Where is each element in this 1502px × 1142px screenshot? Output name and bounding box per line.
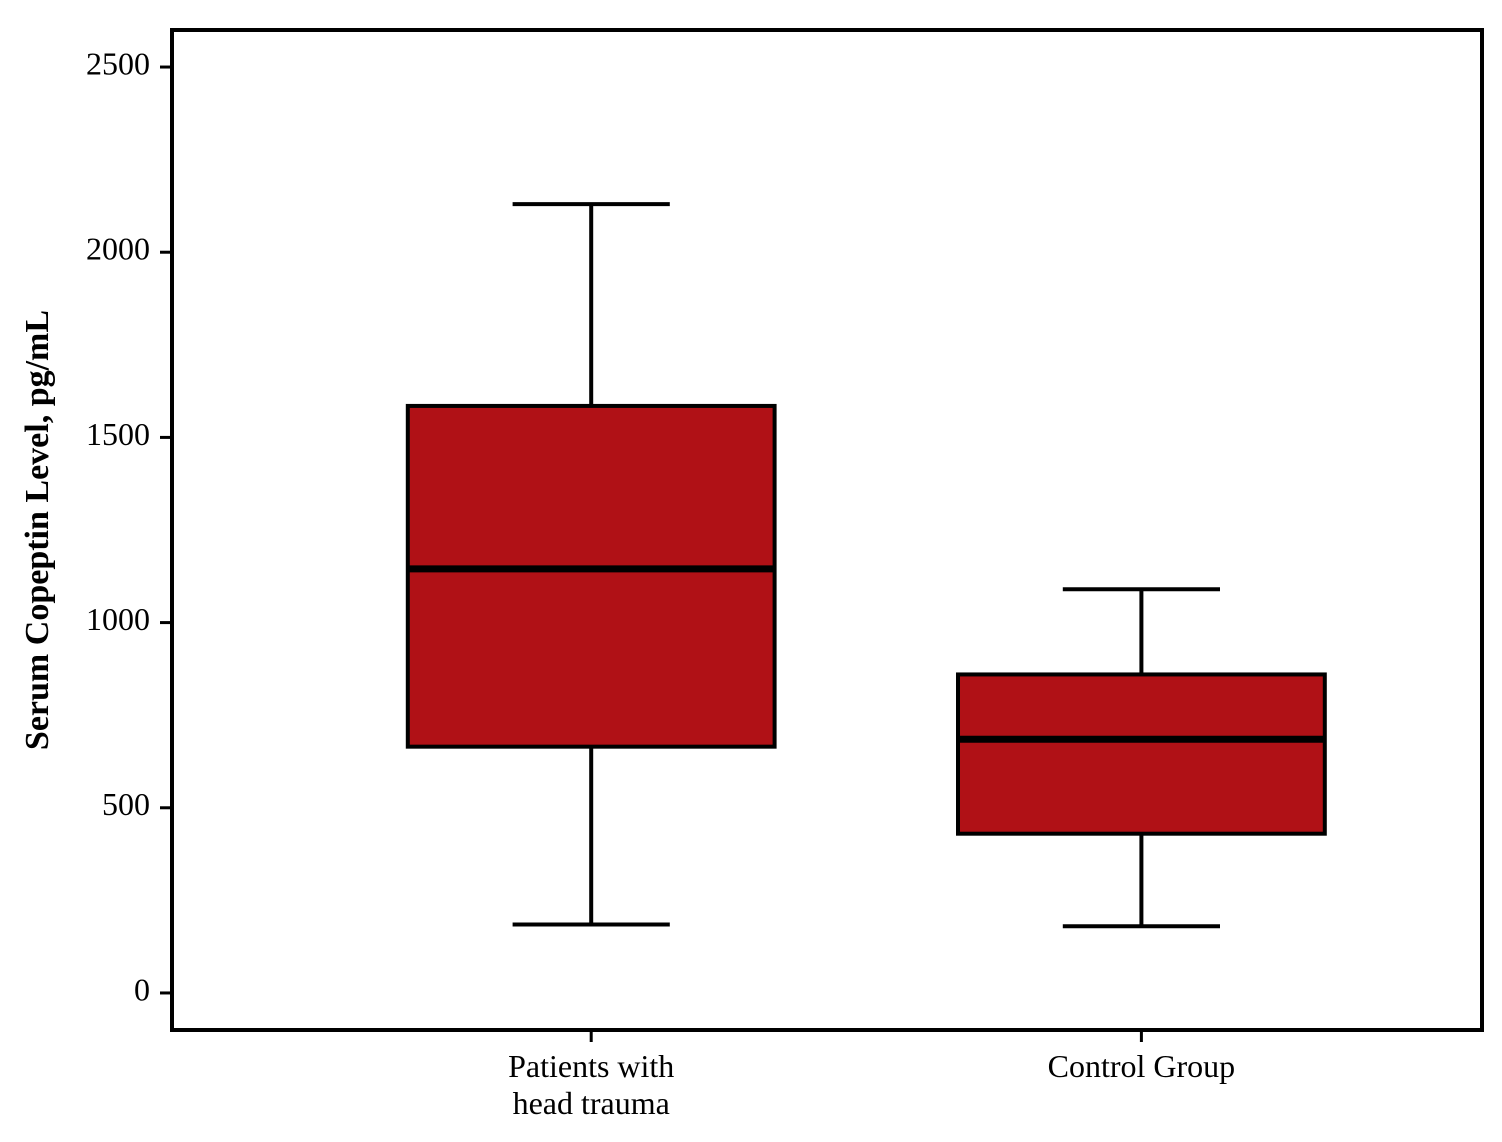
box [408,406,775,747]
box [958,674,1325,833]
y-tick-label: 2000 [86,231,150,267]
y-tick-label: 1000 [86,601,150,637]
y-tick-label: 500 [102,786,150,822]
boxplot-chart: 0 500 1000 1500 2000 2500 Serum Copeptin Level… [0,0,1502,1142]
y-tick-label: 0 [134,971,150,1007]
x-tick-label: Control Group [1048,1048,1236,1084]
y-axis-label: Serum Copeptin Level, pg/mL [19,310,56,750]
y-tick-label: 2500 [86,45,150,81]
x-tick-label: Patients withhead trauma [508,1048,674,1121]
y-tick-label: 1500 [86,416,150,452]
